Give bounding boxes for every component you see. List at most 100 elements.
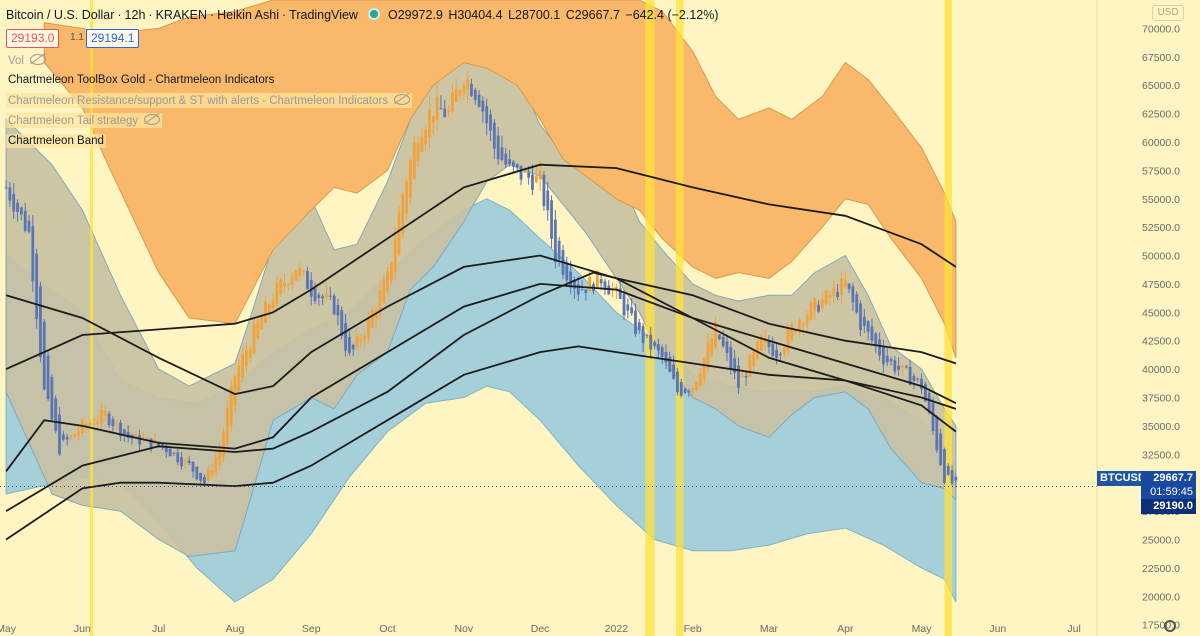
candle-body: [901, 365, 904, 368]
y-tick-label: 22500.0: [1142, 563, 1180, 575]
candle-body: [790, 324, 794, 340]
y-tick-label: 37500.0: [1142, 393, 1180, 405]
candle-body: [935, 416, 939, 451]
x-tick-label: Oct: [379, 623, 395, 635]
sell-price-button[interactable]: 29193.0: [6, 29, 60, 48]
candle-body: [538, 171, 542, 179]
candle-body: [550, 200, 553, 239]
buy-price-button[interactable]: 29194.1: [86, 29, 140, 48]
candle-body: [264, 301, 267, 323]
candle-body: [229, 385, 233, 426]
candle-body: [595, 270, 599, 288]
candle-body: [912, 376, 916, 381]
chart-style-label[interactable]: Heikin Ashi: [217, 8, 279, 22]
candle-body: [649, 334, 653, 350]
overlay-line-0: [5, 254, 957, 433]
candle-body: [180, 457, 183, 467]
highlight-zone-1: [645, 0, 655, 636]
candle-body: [809, 302, 813, 320]
highlight-zone-0: [90, 0, 94, 636]
candle-body: [138, 435, 142, 445]
candle-body: [462, 85, 466, 93]
candle-body: [58, 414, 61, 455]
candle-body: [717, 334, 721, 340]
candle-body: [580, 289, 584, 291]
candle-body: [145, 437, 149, 440]
candle-body: [771, 343, 775, 356]
candle-body: [279, 279, 283, 294]
candle-body: [450, 92, 454, 112]
candle-body: [416, 142, 420, 161]
y-tick-label: 70000.0: [1142, 23, 1180, 35]
market-status-icon: [367, 8, 380, 20]
candle-body: [878, 339, 881, 356]
symbol-price-tag: BTCUSD: [1097, 471, 1146, 486]
eye-hidden-icon[interactable]: [144, 114, 161, 125]
candle-body: [843, 280, 847, 287]
candle-body: [61, 434, 65, 440]
indicator-resistance-support[interactable]: Chartmeleon Resistance/support & ST with…: [6, 93, 413, 108]
candle-body: [500, 147, 504, 160]
indicator-tail-strategy[interactable]: Chartmeleon Tail strategy: [6, 113, 163, 128]
candle-body: [96, 421, 100, 424]
candle-body: [881, 347, 885, 365]
indicator-band[interactable]: Chartmeleon Band: [6, 134, 106, 148]
candle-body: [927, 392, 931, 413]
candle-body: [241, 353, 244, 379]
candle-body: [706, 342, 710, 369]
candle-body: [569, 271, 573, 288]
indicator-toolbox-gold[interactable]: Chartmeleon ToolBox Gold - Chartmeleon I…: [6, 73, 276, 87]
candle-body: [710, 338, 714, 356]
gear-icon[interactable]: [1164, 620, 1176, 632]
candle-body: [897, 365, 901, 370]
candle-body: [149, 438, 153, 449]
x-tick-label: Aug: [226, 623, 245, 635]
symbol-name[interactable]: Bitcoin / U.S. Dollar: [6, 8, 115, 22]
y-tick-label: 55000.0: [1142, 194, 1180, 206]
candle-body: [54, 398, 58, 431]
candle-body: [679, 381, 683, 396]
candle-body: [473, 89, 477, 100]
candle-body: [172, 452, 176, 454]
indicator-vol[interactable]: Vol: [6, 53, 48, 68]
candle-body: [374, 310, 378, 319]
plot-area: [0, 0, 1097, 636]
y-tick-label: 45000.0: [1142, 307, 1180, 319]
candle-body: [553, 219, 557, 263]
eye-hidden-icon[interactable]: [30, 54, 46, 65]
candle-body: [119, 422, 122, 437]
candle-body: [603, 281, 607, 290]
candle-body: [458, 90, 462, 96]
candle-body: [725, 341, 729, 354]
candle-body: [454, 89, 458, 102]
candle-body: [565, 262, 569, 281]
candle-body: [656, 344, 660, 351]
currency-select[interactable]: USD: [1152, 5, 1184, 21]
candle-body: [832, 287, 836, 297]
candle-body: [347, 336, 351, 354]
interval-label[interactable]: 12h: [124, 8, 146, 22]
candle-body: [420, 137, 424, 152]
y-tick-label: 67500.0: [1142, 52, 1180, 64]
candle-body: [298, 267, 302, 276]
candle-body: [885, 355, 889, 363]
eye-hidden-icon[interactable]: [394, 94, 411, 105]
candle-body: [695, 381, 698, 391]
y-tick-label: 35000.0: [1142, 421, 1180, 433]
overlay-line-2: [5, 282, 957, 472]
candle-body: [477, 94, 481, 107]
candle-body: [397, 211, 401, 256]
candle-body: [84, 424, 88, 427]
candle-body: [874, 333, 878, 346]
candle-body: [805, 314, 809, 325]
candle-body: [203, 476, 206, 484]
candle-body: [306, 271, 309, 290]
ohlc-open: O29972.9: [387, 8, 443, 22]
candle-body: [916, 378, 920, 380]
candle-body: [908, 366, 912, 386]
candle-body: [737, 365, 740, 388]
candle-body: [573, 279, 576, 289]
candle-body: [931, 402, 935, 431]
candle-body: [775, 349, 778, 359]
